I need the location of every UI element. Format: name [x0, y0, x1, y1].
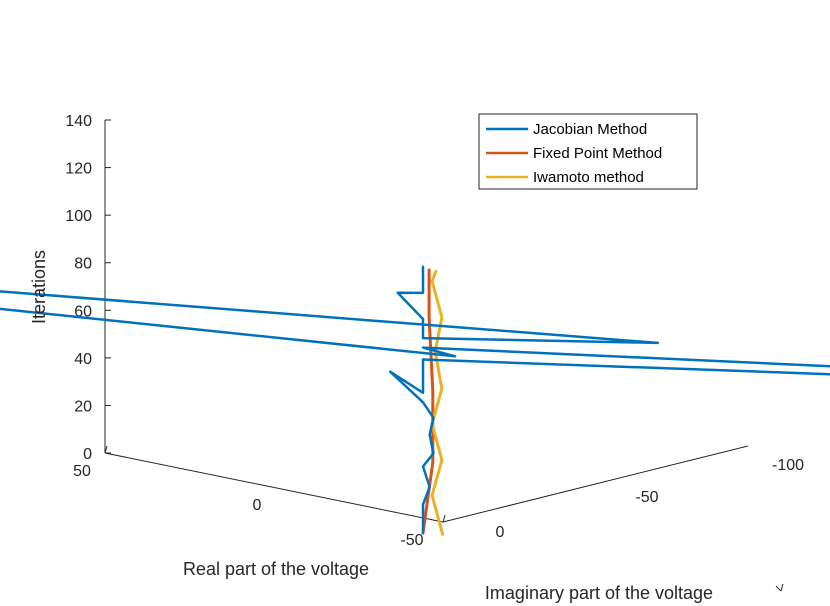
legend: Jacobian Method Fixed Point Method Iwamoto… — [478, 113, 698, 190]
imag-axis-label: Imaginary part of the voltage — [485, 583, 713, 603]
series-line-iwamoto-method — [430, 269, 445, 536]
imag-axis-ticks: 0 -50 -100 — [496, 457, 804, 592]
series-layer — [0, 265, 830, 536]
legend-entries: Jacobian Method Fixed Point Method Iwamoto… — [486, 121, 662, 186]
imag-tick-mark — [775, 585, 782, 592]
real-tick-label: -50 — [400, 532, 423, 549]
legend-label: Iwamoto method — [533, 169, 644, 186]
real-tick-mark — [104, 445, 108, 454]
z-tick-label: 40 — [74, 351, 92, 368]
real-tick-mark — [780, 583, 784, 592]
real-axis-line — [104, 452, 444, 523]
z-tick-label: 120 — [65, 161, 92, 178]
real-axis-ticks: 500-50 — [73, 445, 784, 592]
z-tick-label: 20 — [74, 398, 92, 415]
real-tick-label: 0 — [253, 497, 262, 514]
legend-label: Jacobian Method — [533, 121, 647, 138]
z-tick-label: 0 — [83, 446, 92, 463]
real-tick-label: 50 — [73, 463, 91, 480]
imag-tick-label: -100 — [772, 457, 804, 474]
z-tick-label: 80 — [74, 256, 92, 273]
z-axis-label: Iterations — [29, 250, 49, 324]
z-tick-label: 100 — [65, 208, 92, 225]
imag-tick-label: -50 — [635, 489, 658, 506]
series-line-jacobian-method — [0, 265, 830, 535]
z-tick-label: 140 — [65, 113, 92, 130]
real-axis-label: Real part of the voltage — [183, 559, 369, 579]
imag-axis-line — [442, 445, 749, 523]
imag-tick-label: 0 — [496, 524, 505, 541]
real-tick-mark — [442, 514, 446, 523]
legend-label: Fixed Point Method — [533, 145, 662, 162]
